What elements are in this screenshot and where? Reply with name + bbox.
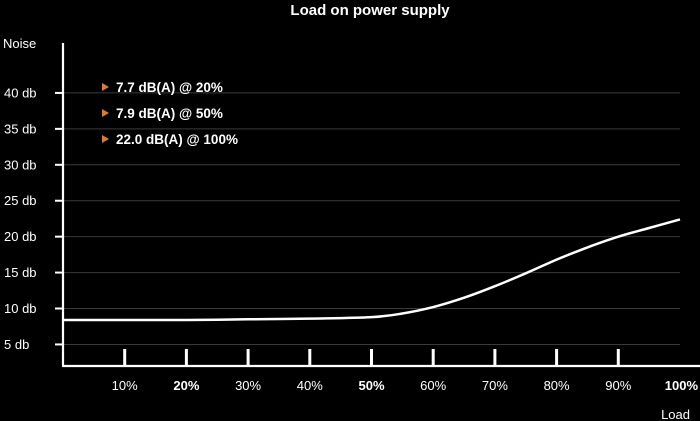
y-tick-label: 30 db [4, 157, 37, 172]
x-tick-label: 30% [235, 378, 261, 393]
y-tick-label: 25 db [4, 193, 37, 208]
x-tick-label: 60% [420, 378, 446, 393]
y-tick-label: 35 db [4, 121, 37, 136]
y-tick-label: 40 db [4, 85, 37, 100]
annotation-group: 7.7 dB(A) @ 20% 7.9 dB(A) @ 50% 22.0 dB(A)… [102, 80, 238, 147]
y-tick-label: 20 db [4, 229, 37, 244]
series-group [62, 218, 681, 322]
axes [61, 43, 700, 368]
y-tick-label: 10 db [4, 301, 37, 316]
x-tick-label: 70% [482, 378, 508, 393]
x-axis-ticks: 10% 20% 30% 40% 50% 60% 70% 80% 90% 100% [112, 349, 699, 393]
y-tick-label: 15 db [4, 265, 37, 280]
x-tick-label: 100% [665, 378, 699, 393]
x-axis-label: Load [661, 407, 690, 421]
x-tick-label: 20% [173, 378, 199, 393]
x-tick-label: 10% [112, 378, 138, 393]
x-tick-label: 40% [297, 378, 323, 393]
chart-title: Load on power supply [290, 2, 450, 19]
annotation-marker-icon [102, 109, 109, 117]
x-tick-label: 90% [605, 378, 631, 393]
series-line-0 [62, 218, 681, 322]
x-tick-label: 50% [358, 378, 384, 393]
annotation-text: 22.0 dB(A) @ 100% [116, 132, 238, 147]
annotation-marker-icon [102, 83, 109, 91]
y-tick-label: 5 db [4, 337, 29, 352]
annotation-text: 7.9 dB(A) @ 50% [116, 106, 223, 121]
y-axis-ticks: 5 db 10 db 15 db 20 db 25 db 30 db 35 db 40 db [4, 85, 63, 352]
y-axis-label: Noise [3, 36, 36, 51]
annotation-marker-icon [102, 135, 109, 143]
x-tick-label: 80% [544, 378, 570, 393]
annotation-text: 7.7 dB(A) @ 20% [116, 80, 223, 95]
gridlines [63, 92, 680, 345]
